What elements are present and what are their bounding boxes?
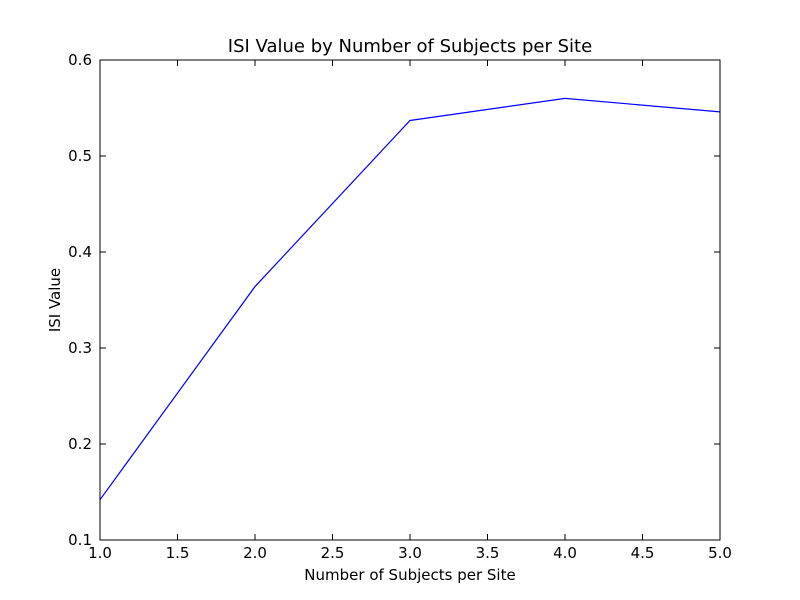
y-axis-ticks: 0.1 0.2 0.3 0.4 0.5 0.6 (68, 51, 720, 549)
x-tick-label: 5.0 (708, 544, 732, 562)
y-tick-label: 0.5 (68, 147, 92, 165)
y-tick-label: 0.6 (68, 51, 92, 69)
x-tick-label: 4.0 (553, 544, 577, 562)
y-tick-label: 0.3 (68, 339, 92, 357)
x-tick-label: 3.0 (398, 544, 422, 562)
x-tick-label: 2.0 (243, 544, 267, 562)
x-tick-label: 2.5 (321, 544, 345, 562)
x-tick-label: 1.5 (166, 544, 190, 562)
series-line-0 (99, 97, 721, 501)
x-axis-ticks: 1.0 1.5 2.0 2.5 3.0 3.5 4.0 4.5 5.0 (88, 60, 732, 562)
x-tick-label: 4.5 (631, 544, 655, 562)
y-axis-label: ISI Value (46, 268, 64, 332)
x-tick-label: 1.0 (88, 544, 112, 562)
x-tick-label: 3.5 (476, 544, 500, 562)
plot-frame (99, 59, 721, 541)
y-tick-label: 0.2 (68, 435, 92, 453)
x-axis-label: Number of Subjects per Site (304, 566, 515, 584)
series-layer (99, 97, 721, 501)
y-tick-label: 0.1 (68, 531, 92, 549)
chart-title: ISI Value by Number of Subjects per Site (228, 36, 592, 57)
y-tick-label: 0.4 (68, 243, 92, 261)
